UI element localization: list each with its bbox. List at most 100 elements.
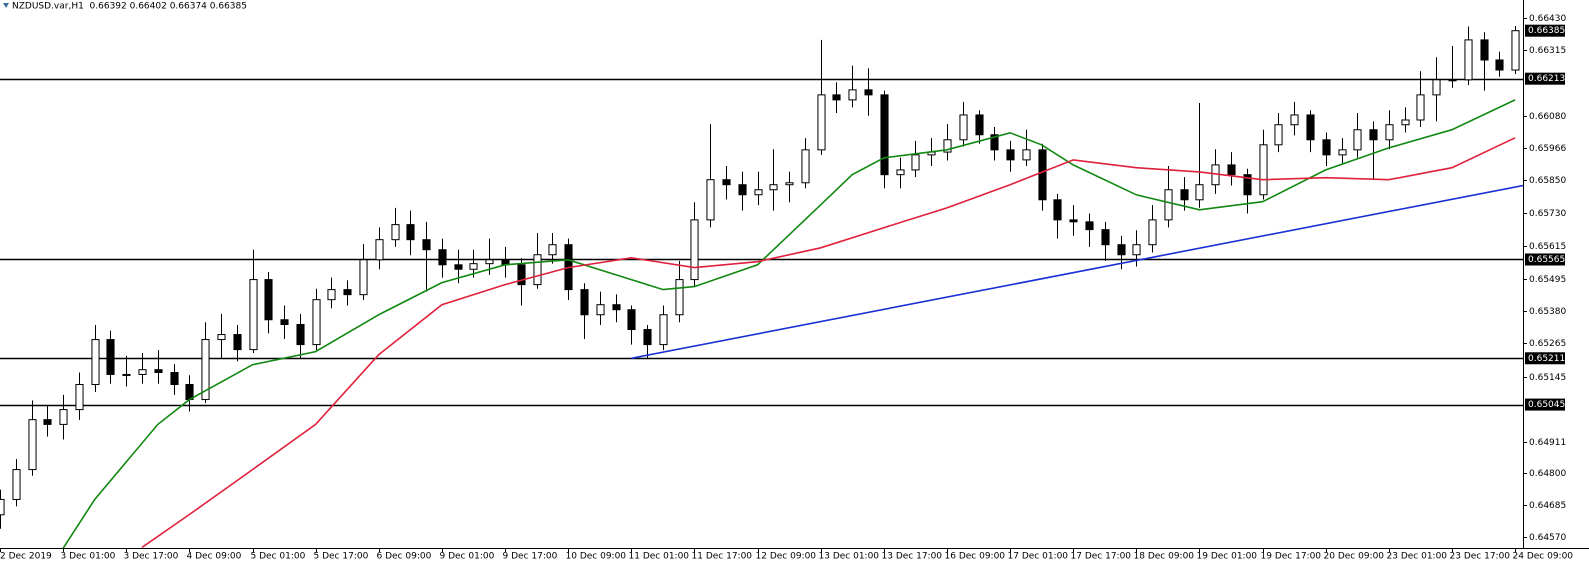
candle-body (170, 371, 179, 385)
x-tick-label: 19 Dec 17:00 (1261, 552, 1322, 562)
candle-body (1227, 164, 1236, 176)
candle-body (801, 149, 810, 184)
candle-body (1069, 219, 1078, 223)
candle-body (1022, 149, 1031, 161)
candle-body (375, 239, 384, 261)
candle-body (91, 339, 100, 385)
candle-body (59, 409, 68, 425)
candle-body (643, 329, 652, 346)
candle-body (1432, 79, 1441, 96)
y-tick-label: 0.65966 (1529, 144, 1566, 154)
candle-body (12, 469, 21, 500)
level-label: 0.65565 (1528, 255, 1565, 265)
x-tick-label: 2 Dec 2019 (0, 552, 52, 562)
x-tick-label: 10 Dec 09:00 (566, 552, 627, 562)
y-tick-label: 0.65495 (1529, 275, 1566, 285)
candle-body (343, 289, 352, 296)
y-tick-label: 0.66080 (1529, 112, 1566, 122)
candle-body (1464, 39, 1473, 81)
candle-body (1117, 244, 1126, 256)
candle-body (296, 324, 305, 346)
candle-body (990, 134, 999, 151)
candle-body (659, 314, 668, 346)
candle-body (1480, 39, 1489, 61)
candle-body (106, 339, 115, 375)
x-tick-label: 13 Dec 01:00 (819, 552, 880, 562)
candle-body (359, 259, 368, 296)
candle-body (0, 498, 5, 516)
symbol-icon (3, 3, 9, 8)
candle-body (454, 264, 463, 270)
level-label-box (1525, 398, 1565, 411)
x-tick-label: 6 Dec 09:00 (377, 552, 432, 562)
candle-body (406, 224, 415, 241)
x-tick-label: 23 Dec 17:00 (1450, 552, 1511, 562)
x-tick-label: 17 Dec 17:00 (1071, 552, 1132, 562)
candle-body (312, 299, 321, 346)
x-tick-label: 11 Dec 01:00 (629, 552, 690, 562)
candle-body (943, 139, 952, 153)
y-tick-label: 0.65265 (1529, 339, 1566, 349)
candle-body (1401, 119, 1410, 126)
x-tick-label: 5 Dec 01:00 (251, 552, 306, 562)
candle-body (1306, 114, 1315, 141)
candle-body (138, 369, 147, 375)
candle-body (596, 304, 605, 316)
current-price: 0.66385 (1528, 26, 1565, 36)
candle-body (580, 289, 589, 316)
moving-average (141, 137, 1516, 548)
candle-body (675, 279, 684, 316)
y-tick-label: 0.66430 (1529, 14, 1566, 24)
candle-body (975, 114, 984, 136)
candle-body (1053, 199, 1062, 221)
candle-body (43, 419, 52, 425)
x-tick-label: 11 Dec 17:00 (692, 552, 753, 562)
candle-body (327, 289, 336, 301)
candle-body (1243, 174, 1252, 196)
level-label-box (1525, 352, 1565, 365)
current-price-box (1525, 24, 1565, 37)
candle-body (706, 179, 715, 221)
candle-body (817, 94, 826, 151)
level-label: 0.66213 (1528, 74, 1565, 84)
x-tick-label: 17 Dec 01:00 (1008, 552, 1069, 562)
level-label: 0.65211 (1528, 354, 1565, 364)
x-tick-label: 16 Dec 09:00 (945, 552, 1006, 562)
candle-body (1322, 139, 1331, 156)
candle-body (1369, 129, 1378, 141)
candle-body (896, 169, 905, 176)
candle-body (249, 279, 258, 351)
candle-body (911, 154, 920, 171)
candle-body (627, 309, 636, 331)
y-tick-label: 0.64911 (1529, 438, 1566, 448)
candle-body (533, 254, 542, 286)
level-label-box (1525, 253, 1565, 266)
y-tick-label: 0.64800 (1529, 469, 1566, 479)
candle-body (612, 304, 621, 311)
candle-body (1448, 79, 1457, 82)
candle-body (1338, 149, 1347, 156)
y-tick-label: 0.65145 (1529, 373, 1566, 383)
candle-body (1038, 149, 1047, 201)
candle-body (75, 383, 84, 411)
candle-body (1511, 30, 1520, 71)
candle-body (722, 179, 731, 186)
candle-body (391, 224, 400, 241)
x-tick-label: 24 Dec 09:00 (1513, 552, 1574, 562)
candle-body (1132, 244, 1141, 256)
candle-body (1195, 184, 1204, 201)
y-tick-label: 0.64570 (1529, 533, 1566, 543)
candle-body (1259, 144, 1268, 196)
x-tick-label: 12 Dec 09:00 (756, 552, 817, 562)
candle-body (1416, 94, 1425, 121)
candle-body (1385, 124, 1394, 141)
x-tick-label: 9 Dec 01:00 (440, 552, 495, 562)
candle-body (832, 94, 841, 101)
candle-body (1101, 229, 1110, 246)
chart-title: NZDUSD.var,H1 0.66392 0.66402 0.66374 0.… (12, 2, 247, 12)
candle-body (690, 219, 699, 281)
candle-body (548, 244, 557, 256)
